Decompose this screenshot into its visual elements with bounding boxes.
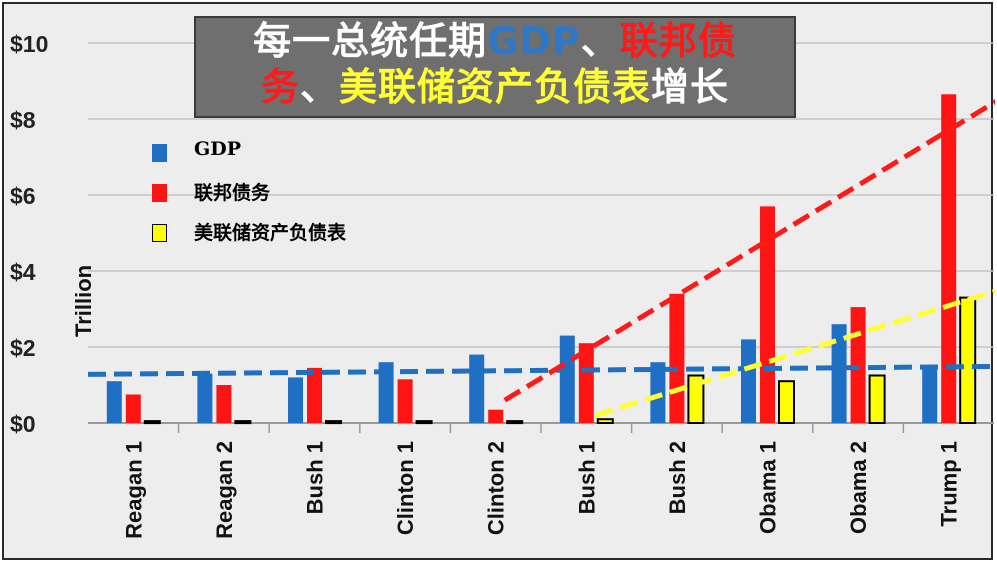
bar-debt — [397, 379, 413, 423]
bar-gdp — [197, 373, 213, 423]
legend-swatch-debt — [152, 184, 167, 202]
bar-debt — [850, 307, 866, 423]
x-tick-label: Reagan 1 — [121, 441, 146, 539]
bar-gdp — [559, 335, 575, 423]
y-tick-label: $8 — [10, 107, 36, 133]
title-segment: 、 — [299, 65, 339, 109]
bar-fed — [415, 420, 433, 425]
bar-gdp — [288, 377, 303, 423]
x-tick-label: Bush 1 — [303, 441, 328, 514]
bar-debt — [669, 293, 685, 423]
title-segment: 增长 — [651, 65, 730, 109]
bar-gdp — [831, 324, 847, 423]
chart-title-line-2: 务、美联储资产负债表增长 — [196, 64, 794, 110]
y-tick-label: $0 — [10, 411, 36, 437]
bar-fed — [143, 420, 161, 425]
y-axis-label: Trillion — [71, 265, 96, 337]
legend-label-fed: 美联储资产负债表 — [194, 222, 347, 244]
x-tick-label: Obama 2 — [846, 441, 871, 534]
bar-debt — [578, 343, 594, 423]
chart-title: 每一总统任期GDP、联邦债 务、美联储资产负债表增长 — [194, 16, 796, 118]
legend-label-debt: 联邦债务 — [194, 182, 271, 204]
bar-gdp — [106, 381, 122, 423]
bar-fed — [234, 420, 252, 425]
bar-gdp — [922, 366, 938, 423]
x-tick-label: Clinton 1 — [393, 441, 418, 535]
x-tick-label: Trump 1 — [937, 441, 962, 527]
bar-fed — [778, 380, 795, 425]
bar-fed — [325, 420, 342, 425]
x-tick-label: Clinton 2 — [484, 441, 509, 535]
trend-arrow-debt — [503, 99, 995, 403]
title-segment: 美联储资产负债表 — [339, 65, 652, 109]
y-tick-label: $4 — [10, 259, 36, 285]
bar-fed — [596, 418, 614, 425]
x-tick-label: Bush 1 — [574, 441, 599, 514]
y-tick-label: $10 — [10, 31, 48, 57]
bar-debt — [488, 409, 504, 423]
y-tick-label: $2 — [10, 335, 36, 361]
bar-gdp — [378, 362, 394, 423]
y-tick-label: $6 — [10, 183, 36, 209]
title-segment: GDP — [487, 19, 581, 63]
title-segment: 联邦债 — [619, 19, 737, 63]
bar-fed — [959, 296, 977, 425]
chart-title-line-1: 每一总统任期GDP、联邦债 — [196, 18, 794, 64]
bar-debt — [125, 394, 141, 423]
title-segment: 务 — [260, 65, 300, 109]
legend-swatch-fed — [152, 224, 167, 242]
x-tick-label: Obama 1 — [756, 441, 781, 534]
bar-debt — [941, 94, 957, 424]
trend-arrow-fed — [594, 288, 995, 418]
bar-debt — [307, 367, 322, 423]
x-tick-label: Bush 2 — [665, 441, 690, 514]
bar-debt — [216, 385, 232, 423]
x-tick-label: Reagan 2 — [212, 441, 237, 539]
title-segment: 每一总统任期 — [253, 19, 488, 63]
trend-arrow-gdp — [87, 363, 995, 377]
bar-gdp — [650, 362, 666, 423]
legend-label-gdp: GDP — [194, 138, 241, 160]
bar-fed — [868, 374, 886, 424]
bar-gdp — [741, 339, 756, 423]
legend-swatch-gdp — [152, 144, 167, 162]
bar-gdp — [469, 354, 485, 423]
title-segment: 、 — [580, 19, 620, 63]
bar-fed — [506, 420, 524, 425]
bar-fed — [687, 374, 705, 424]
